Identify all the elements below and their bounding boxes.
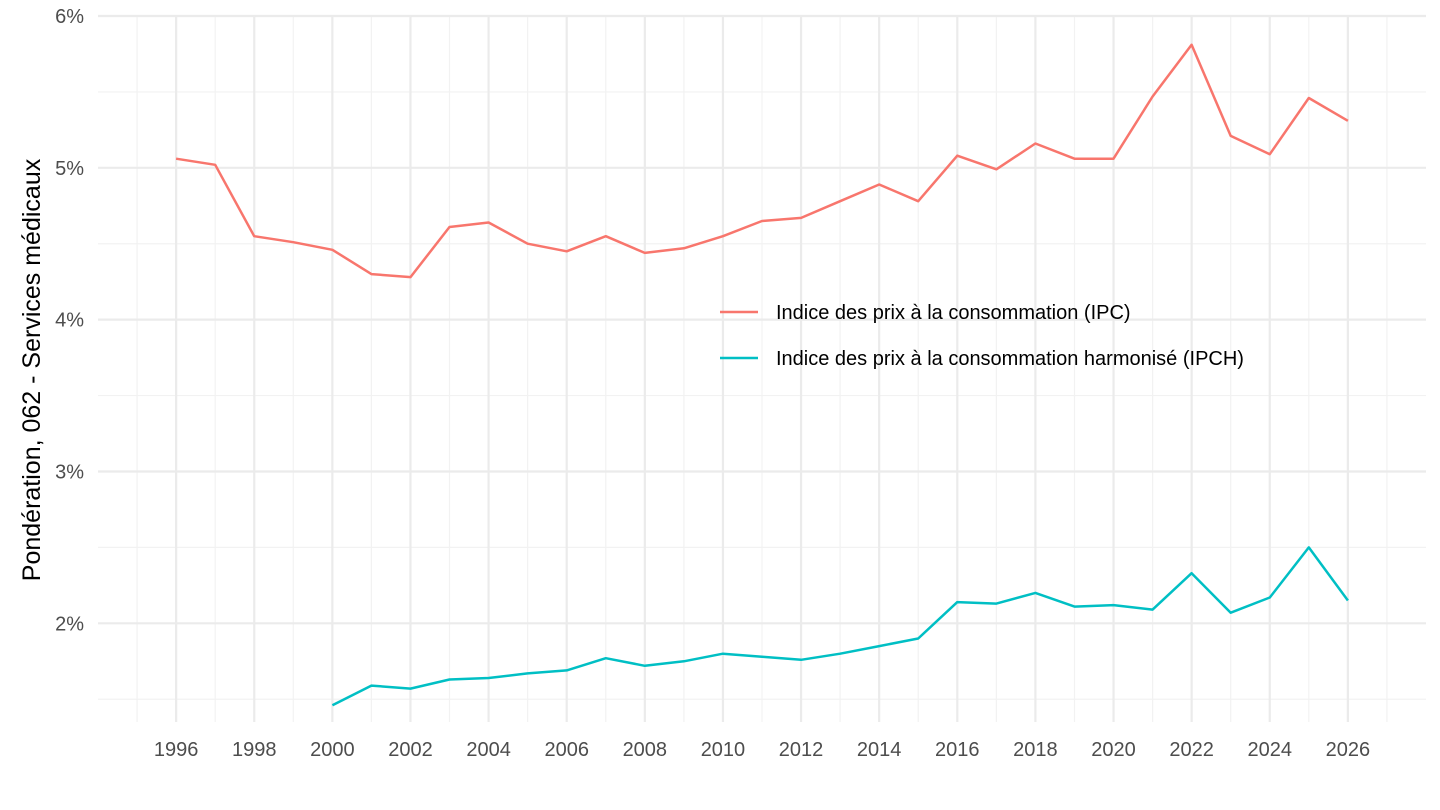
x-tick-label: 2000 — [310, 739, 355, 761]
x-axis-tick-labels: 1996 1998 2000 2002 2004 2006 2008 2010 2012 2014… — [154, 739, 1370, 761]
x-tick-label: 1996 — [154, 739, 199, 761]
legend: Indice des prix à la consommation (IPC) I… — [720, 302, 1244, 370]
x-tick-label: 2022 — [1169, 739, 1214, 761]
x-tick-label: 2006 — [544, 739, 589, 761]
y-axis-tick-labels: 2% 3% 4% 5% 6% — [55, 6, 84, 635]
y-tick-label: 2% — [55, 613, 84, 635]
x-tick-label: 2020 — [1091, 739, 1136, 761]
x-tick-label: 2010 — [701, 739, 746, 761]
y-tick-label: 5% — [55, 158, 84, 180]
legend-label-ipc: Indice des prix à la consommation (IPC) — [776, 302, 1131, 324]
x-tick-label: 2016 — [935, 739, 980, 761]
x-tick-label: 1998 — [232, 739, 277, 761]
x-tick-label: 2018 — [1013, 739, 1058, 761]
major-gridlines — [98, 14, 1426, 722]
minor-gridlines — [98, 16, 1426, 722]
x-tick-label: 2026 — [1326, 739, 1371, 761]
x-tick-label: 2004 — [466, 739, 511, 761]
y-axis-title: Pondération, 062 - Services médicaux — [18, 158, 46, 581]
y-tick-label: 6% — [55, 6, 84, 28]
x-tick-label: 2024 — [1248, 739, 1293, 761]
series-layer — [175, 43, 1349, 707]
x-tick-label: 2014 — [857, 739, 902, 761]
x-tick-label: 2002 — [388, 739, 433, 761]
y-tick-label: 3% — [55, 461, 84, 483]
x-tick-label: 2012 — [779, 739, 824, 761]
series-line-ipc — [175, 43, 1349, 279]
legend-label-ipch: Indice des prix à la consommation harmon… — [776, 348, 1244, 370]
y-tick-label: 4% — [55, 310, 84, 332]
x-tick-label: 2008 — [623, 739, 668, 761]
series-line-ipch — [331, 546, 1349, 707]
